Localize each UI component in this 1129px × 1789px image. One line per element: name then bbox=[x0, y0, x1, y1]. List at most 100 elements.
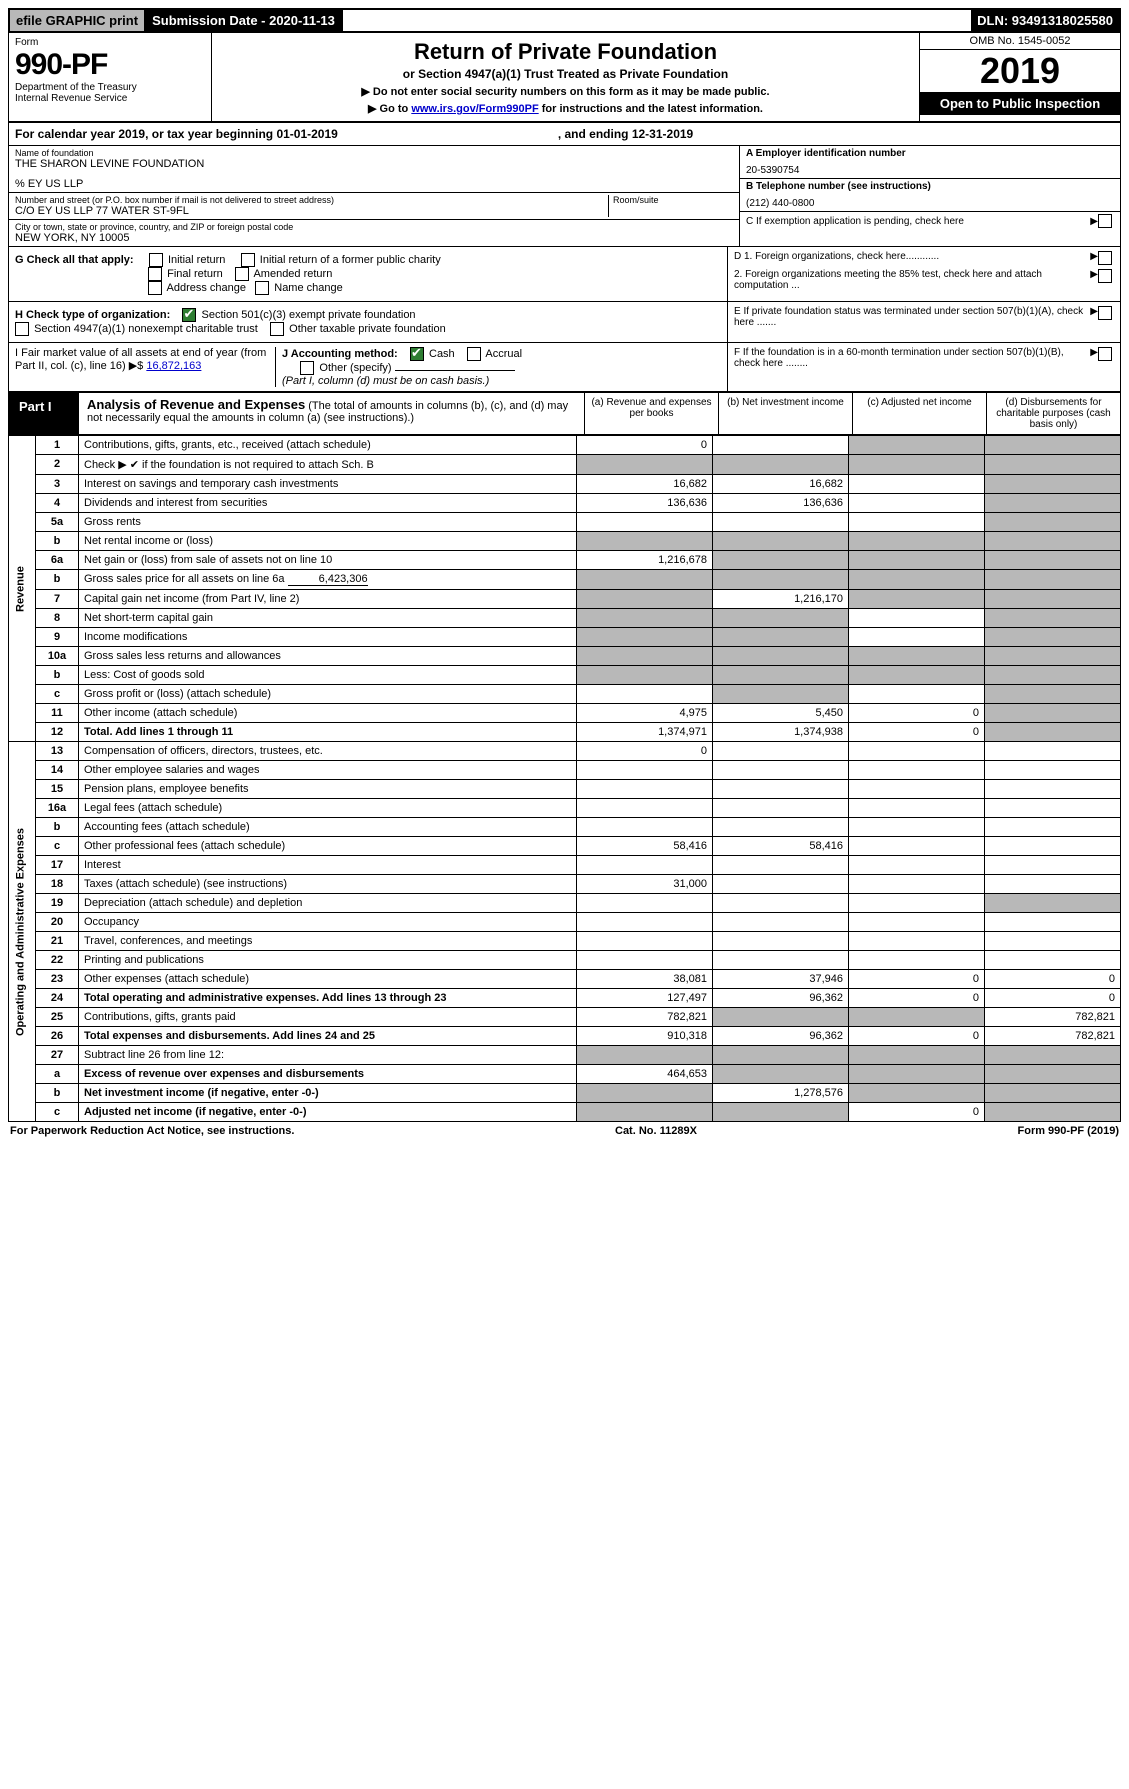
table-row: 22Printing and publications bbox=[9, 951, 1121, 970]
g-final-checkbox[interactable] bbox=[148, 267, 162, 281]
row-description: Contributions, gifts, grants paid bbox=[79, 1008, 577, 1027]
cell-col-d bbox=[985, 951, 1121, 970]
table-row: bGross sales price for all assets on lin… bbox=[9, 570, 1121, 590]
cell-col-d bbox=[985, 436, 1121, 455]
header-right: OMB No. 1545-0052 2019 Open to Public In… bbox=[920, 33, 1120, 121]
cell-col-b: 16,682 bbox=[713, 475, 849, 494]
col-d-header: (d) Disbursements for charitable purpose… bbox=[986, 393, 1120, 434]
i-value-link[interactable]: 16,872,163 bbox=[146, 360, 201, 372]
row-number: 4 bbox=[36, 494, 79, 513]
ein-box: A Employer identification number 20-5390… bbox=[740, 146, 1120, 179]
cell-col-b: 1,216,170 bbox=[713, 590, 849, 609]
cell-col-c: 0 bbox=[849, 704, 985, 723]
e-checkbox[interactable] bbox=[1098, 306, 1112, 320]
cell-col-b bbox=[713, 799, 849, 818]
table-row: 19Depreciation (attach schedule) and dep… bbox=[9, 894, 1121, 913]
row-description: Gross sales less returns and allowances bbox=[79, 647, 577, 666]
cell-col-c bbox=[849, 1065, 985, 1084]
cell-col-c bbox=[849, 856, 985, 875]
row-number: b bbox=[36, 532, 79, 551]
d1-label: D 1. Foreign organizations, check here..… bbox=[734, 251, 1090, 265]
row-number: 23 bbox=[36, 970, 79, 989]
row-description: Printing and publications bbox=[79, 951, 577, 970]
table-row: 6aNet gain or (loss) from sale of assets… bbox=[9, 551, 1121, 570]
phone-box: B Telephone number (see instructions) (2… bbox=[740, 179, 1120, 212]
e-section: E If private foundation status was termi… bbox=[727, 302, 1120, 342]
cell-col-a: 464,653 bbox=[577, 1065, 713, 1084]
h-other-checkbox[interactable] bbox=[270, 322, 284, 336]
department-label: Department of the Treasury bbox=[15, 82, 205, 93]
cell-col-c bbox=[849, 913, 985, 932]
cell-col-b bbox=[713, 742, 849, 761]
cell-col-c bbox=[849, 799, 985, 818]
d2-checkbox[interactable] bbox=[1098, 269, 1112, 283]
cell-col-c bbox=[849, 837, 985, 856]
table-row: 15Pension plans, employee benefits bbox=[9, 780, 1121, 799]
row-number: 8 bbox=[36, 609, 79, 628]
form-number: 990-PF bbox=[15, 48, 205, 82]
cell-col-b: 5,450 bbox=[713, 704, 849, 723]
table-row: bNet rental income or (loss) bbox=[9, 532, 1121, 551]
cell-col-a bbox=[577, 685, 713, 704]
d1-checkbox[interactable] bbox=[1098, 251, 1112, 265]
j-other-checkbox[interactable] bbox=[300, 361, 314, 375]
cell-col-c bbox=[849, 666, 985, 685]
row-number: 12 bbox=[36, 723, 79, 742]
j-cash-checkbox[interactable] bbox=[410, 347, 424, 361]
part1-title: Analysis of Revenue and Expenses bbox=[87, 397, 305, 412]
table-row: 5aGross rents bbox=[9, 513, 1121, 532]
row-number: b bbox=[36, 570, 79, 590]
g-initial-checkbox[interactable] bbox=[149, 253, 163, 267]
g-name-checkbox[interactable] bbox=[255, 281, 269, 295]
cell-col-c bbox=[849, 742, 985, 761]
cell-col-b bbox=[713, 436, 849, 455]
row-number: 1 bbox=[36, 436, 79, 455]
cell-col-a: 58,416 bbox=[577, 837, 713, 856]
cell-col-c bbox=[849, 494, 985, 513]
cell-col-c bbox=[849, 513, 985, 532]
e-label: E If private foundation status was termi… bbox=[734, 306, 1090, 328]
cell-col-d bbox=[985, 455, 1121, 475]
table-row: 25Contributions, gifts, grants paid782,8… bbox=[9, 1008, 1121, 1027]
row-number: 5a bbox=[36, 513, 79, 532]
cell-col-d bbox=[985, 742, 1121, 761]
cell-col-b bbox=[713, 609, 849, 628]
col-a-header: (a) Revenue and expenses per books bbox=[584, 393, 718, 434]
row-description: Gross rents bbox=[79, 513, 577, 532]
foundation-name: THE SHARON LEVINE FOUNDATION bbox=[15, 158, 733, 170]
cell-col-b: 1,374,938 bbox=[713, 723, 849, 742]
form-title: Return of Private Foundation bbox=[222, 39, 909, 65]
c-checkbox[interactable] bbox=[1098, 214, 1112, 228]
calendar-year-row: For calendar year 2019, or tax year begi… bbox=[8, 121, 1121, 146]
row-description: Subtract line 26 from line 12: bbox=[79, 1046, 577, 1065]
row-number: 19 bbox=[36, 894, 79, 913]
h-501c3-checkbox[interactable] bbox=[182, 308, 196, 322]
g-amended-checkbox[interactable] bbox=[235, 267, 249, 281]
cell-col-c bbox=[849, 1008, 985, 1027]
ein-label: A Employer identification number bbox=[746, 148, 906, 159]
cell-col-c bbox=[849, 590, 985, 609]
row-description: Legal fees (attach schedule) bbox=[79, 799, 577, 818]
cell-col-b bbox=[713, 647, 849, 666]
f-checkbox[interactable] bbox=[1098, 347, 1112, 361]
g-initial-former-checkbox[interactable] bbox=[241, 253, 255, 267]
j-accrual-checkbox[interactable] bbox=[467, 347, 481, 361]
identity-block: Name of foundation THE SHARON LEVINE FOU… bbox=[8, 146, 1121, 247]
cell-col-a bbox=[577, 1084, 713, 1103]
ein-value: 20-5390754 bbox=[746, 165, 1114, 176]
table-row: 23Other expenses (attach schedule)38,081… bbox=[9, 970, 1121, 989]
row-number: 3 bbox=[36, 475, 79, 494]
revenue-side-label: Revenue bbox=[9, 436, 36, 742]
row-number: 18 bbox=[36, 875, 79, 894]
header-center: Return of Private Foundation or Section … bbox=[212, 33, 920, 121]
cell-col-a bbox=[577, 1103, 713, 1122]
cell-col-d bbox=[985, 780, 1121, 799]
cell-col-b bbox=[713, 513, 849, 532]
cell-col-d: 0 bbox=[985, 989, 1121, 1008]
table-row: bLess: Cost of goods sold bbox=[9, 666, 1121, 685]
table-row: 3Interest on savings and temporary cash … bbox=[9, 475, 1121, 494]
row-number: a bbox=[36, 1065, 79, 1084]
form-instructions-link[interactable]: www.irs.gov/Form990PF bbox=[411, 103, 538, 115]
h-4947-checkbox[interactable] bbox=[15, 322, 29, 336]
g-address-checkbox[interactable] bbox=[148, 281, 162, 295]
